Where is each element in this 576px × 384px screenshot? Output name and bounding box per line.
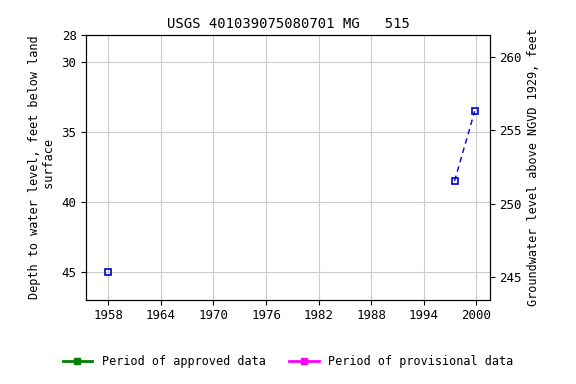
Title: USGS 401039075080701 MG   515: USGS 401039075080701 MG 515 [166,17,410,31]
Y-axis label: Depth to water level, feet below land
 surface: Depth to water level, feet below land su… [28,35,56,299]
Legend: Period of approved data, Period of provisional data: Period of approved data, Period of provi… [58,351,518,373]
Y-axis label: Groundwater level above NGVD 1929, feet: Groundwater level above NGVD 1929, feet [528,28,540,306]
